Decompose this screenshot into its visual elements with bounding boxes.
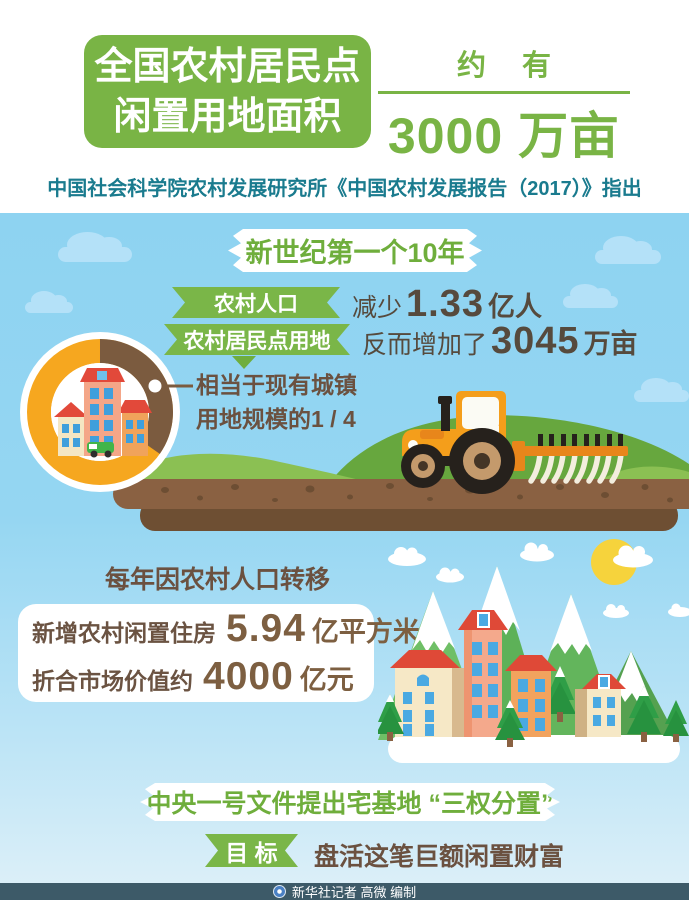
info-unit: 亿元 (299, 665, 354, 695)
policy-banner-label: 中央一号文件提出宅基地 “三权分置” (146, 790, 554, 818)
soil-light (113, 479, 689, 509)
annual-row-value: 折合市场价值约 4000 亿元 (32, 655, 374, 699)
white-clouds (388, 542, 689, 618)
pine-tree-icon (663, 700, 689, 742)
stat-ribbon-label: 农村居民点用地 (183, 329, 331, 353)
info-prefix: 折合市场价值约 (32, 668, 193, 694)
stat-number: 1.33 (406, 283, 484, 325)
hill-light-left (113, 453, 368, 482)
stat-unit: 亿人 (487, 292, 542, 322)
cloud-icon (595, 236, 661, 264)
hill-light-right (598, 466, 689, 482)
info-prefix: 新增农村闲置住房 (32, 620, 216, 646)
credit-text: 新华社记者 高微 编制 (291, 885, 417, 900)
info-number: 5.94 (226, 607, 306, 650)
green-van-icon (87, 442, 114, 458)
approx-number: 3000 (387, 108, 504, 164)
town-buildings-icon (54, 368, 152, 456)
donut-callout-text: 相当于现有城镇 用地规模的1 / 4 (196, 368, 357, 436)
divider-line (378, 91, 630, 94)
farm-scene-illustration (113, 391, 689, 531)
plow-icon (498, 434, 628, 484)
stat-prefix: 反而增加了 (362, 331, 488, 359)
source-citation: 中国社会科学院农村发展研究所《中国农村发展报告（2017）》指出 (47, 178, 642, 200)
cloud-icon (58, 232, 132, 262)
approx-unit: 万亩 (518, 108, 621, 164)
stat-value-residential-land: 反而增加了 3045 万亩 (362, 320, 638, 363)
stat-ribbon-rural-population: 农村人口 (172, 287, 340, 318)
decade-banner: 新世纪第一个10年 (228, 229, 482, 272)
callout-line-1: 相当于现有城镇 (196, 372, 357, 398)
pine-tree-icon (378, 694, 404, 741)
goal-text: 盘活这笔巨额闲置财富 (314, 843, 565, 871)
footer-credit-bar: 新华社记者 高微 编制 (0, 883, 689, 900)
building-salmon (458, 610, 508, 737)
cloud-icon (563, 284, 618, 308)
annual-info-box: 新增农村闲置住房 5.94 亿平方米 折合市场价值约 4000 亿元 (18, 604, 420, 702)
headline-figure: 约 有 3000 万亩 (378, 42, 630, 168)
building-small-cream (575, 674, 626, 737)
pine-tree-icon (495, 700, 525, 747)
plow-teeth (538, 434, 623, 449)
tractor-icon (401, 391, 515, 494)
callout-line-2: 用地规模的1 / 4 (196, 406, 356, 432)
pine-tree-icon (627, 686, 661, 742)
approx-value: 3000 万亩 (378, 96, 630, 168)
title-line-2: 闲置用地面积 (113, 95, 342, 138)
stat-ribbon-label: 农村人口 (214, 292, 298, 316)
xinhua-logo-icon (272, 885, 286, 898)
land-donut-chart (20, 332, 193, 492)
callout-dot (148, 379, 162, 393)
info-number: 4000 (203, 655, 294, 698)
annual-row-housing: 新增农村闲置住房 5.94 亿平方米 (32, 607, 420, 651)
title-line-1: 全国农村居民点 (94, 45, 361, 88)
stat-ribbon-residential-land: 农村居民点用地 (164, 324, 350, 355)
arrow-down-indicator (232, 356, 256, 369)
approx-label: 约 有 (456, 50, 566, 82)
stat-unit: 万亩 (583, 329, 638, 359)
annual-heading: 每年因农村人口转移 (105, 566, 331, 594)
pine-tree-icon (544, 666, 576, 722)
stat-prefix: 减少 (352, 294, 403, 322)
building-cream (390, 650, 464, 737)
stat-value-rural-population: 减少 1.33 亿人 (352, 283, 542, 326)
plow-tines (528, 451, 624, 484)
cloud-icon (25, 291, 73, 313)
village-illustration (378, 539, 689, 763)
main-title-box: 全国农村居民点 闲置用地面积 (84, 35, 371, 148)
decade-banner-label: 新世纪第一个10年 (245, 238, 465, 268)
goal-ribbon: 目 标 (205, 834, 298, 867)
policy-banner: 中央一号文件提出宅基地 “三权分置” (140, 783, 560, 821)
snow-ground (388, 735, 680, 763)
stat-number: 3045 (491, 320, 580, 362)
cloud-icon (634, 378, 689, 402)
goal-ribbon-label: 目 标 (225, 839, 278, 866)
info-unit: 亿平方米 (311, 617, 420, 647)
